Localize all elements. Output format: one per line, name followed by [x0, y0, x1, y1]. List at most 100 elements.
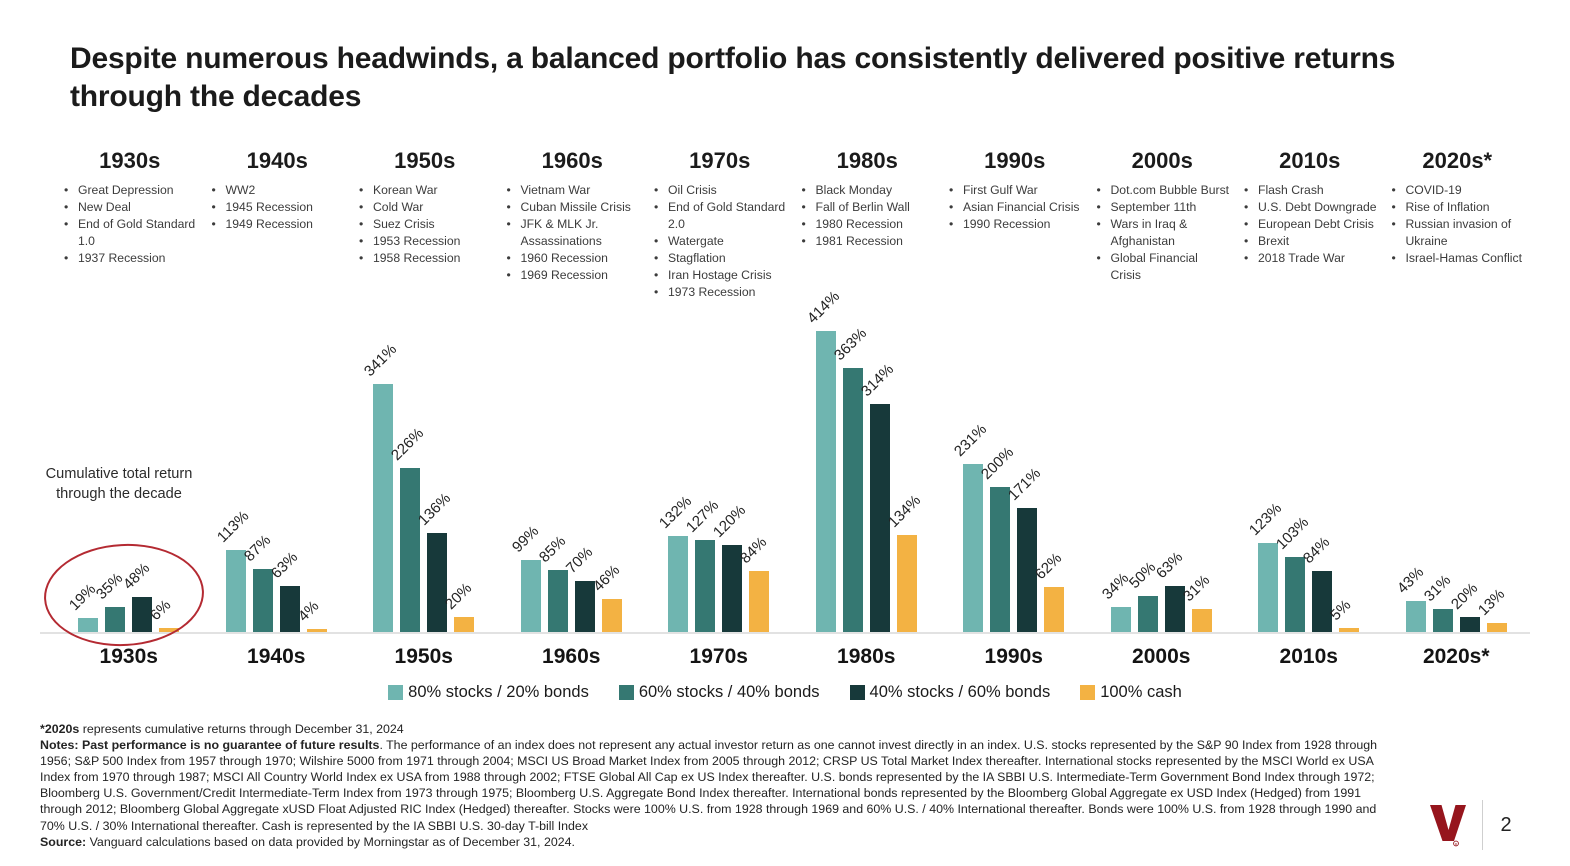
bullet-glyph: • [359, 200, 364, 214]
bar: 226% [388, 425, 427, 632]
bar-value-label: 226% [388, 424, 428, 464]
bullet-glyph: • [654, 285, 659, 299]
legend-swatch [1080, 685, 1096, 700]
event-text: Suez Crisis [373, 217, 435, 231]
event-text: Stagflation [668, 251, 726, 265]
bullet-glyph: • [1391, 217, 1396, 231]
event-item: • Cuban Missile Crisis [505, 199, 641, 216]
decade-column-1990s: 1990s • First Gulf War • Asian Financial Cri… [940, 148, 1088, 301]
chart-group-1950s: 341% 226% 136% 20% [350, 322, 498, 632]
bar: 62% [1032, 550, 1065, 632]
bullet-glyph: • [64, 217, 69, 231]
footnote-segment: Vanguard calculations based on data prov… [86, 834, 575, 849]
chart-group-1980s: 414% 363% 314% 134% [793, 288, 941, 632]
event-text: 1990 Recession [963, 217, 1051, 231]
event-item: • Asian Financial Crisis [947, 199, 1083, 216]
event-text: WW2 [225, 183, 256, 197]
bar-value-label: 231% [951, 420, 991, 461]
footnote-segment: Source: [40, 834, 87, 849]
event-text: 1953 Recession [373, 234, 461, 248]
bar: 200% [978, 443, 1017, 632]
event-item: • Brexit [1242, 233, 1378, 250]
bar: 46% [590, 561, 623, 632]
axis-label-1980s: 1980s [837, 645, 896, 668]
event-text: Iran Hostage Crisis [668, 268, 772, 282]
bar: 20% [442, 580, 475, 632]
bar: 48% [120, 560, 153, 632]
bullet-glyph: • [506, 251, 511, 265]
decade-header-label: 1950s [394, 148, 456, 173]
event-text: JFK & MLK Jr. Assassinations [520, 217, 602, 248]
legend-label: 40% stocks / 60% bonds [869, 683, 1051, 701]
bar-value-label: 341% [361, 340, 401, 381]
decade-headers: 1930s • Great Depression • New Deal • End of G… [55, 148, 1530, 301]
event-item: • 1960 Recession [505, 250, 641, 267]
bar: 134% [885, 491, 924, 632]
bullet-glyph: • [1096, 200, 1101, 214]
event-text: Flash Crash [1258, 183, 1324, 197]
bar: 341% [361, 341, 400, 632]
bar: 4% [295, 598, 327, 632]
bar: 123% [1246, 499, 1285, 632]
bar: 414% [804, 288, 843, 632]
chart-group-2000s: 34% 50% 63% 31% [1088, 322, 1236, 632]
bar: 31% [1421, 572, 1454, 632]
bar: 5% [1327, 597, 1360, 632]
legend-swatch [618, 685, 634, 700]
event-text: Black Monday [815, 183, 893, 197]
footnote-segment: represents cumulative returns through De… [79, 722, 404, 736]
footnote-segment: . The performance of an index does not r… [40, 738, 1378, 833]
bullet-glyph: • [1096, 183, 1101, 197]
decade-column-1940s: 1940s • WW2 • 1945 Recession • 1949 Recession [203, 148, 351, 301]
bullet-glyph: • [64, 200, 69, 214]
axis-label-1950s: 1950s [394, 645, 453, 668]
bar: 34% [1099, 570, 1132, 632]
svg-text:R: R [1455, 842, 1458, 846]
event-text: Wars in Iraq & Afghanistan [1110, 217, 1188, 248]
event-text: Dot.com Bubble Burst [1110, 183, 1230, 197]
bullet-glyph: • [359, 217, 364, 231]
chart-group-1960s: 99% 85% 70% 46% [498, 322, 646, 632]
bullet-glyph: • [506, 268, 511, 282]
bar-value-label: 50% [1125, 558, 1159, 592]
decade-header-label: 1970s [689, 148, 751, 173]
event-text: First Gulf War [963, 183, 1038, 197]
bullet-glyph: • [1244, 217, 1249, 231]
event-item: • 2018 Trade War [1242, 250, 1378, 267]
event-text: Brexit [1258, 234, 1290, 248]
decade-column-2020s*: 2020s* • COVID-19 • Rise of Inflation • Russia… [1383, 148, 1531, 301]
bar: 50% [1126, 558, 1159, 632]
bar: 363% [831, 325, 870, 632]
vanguard-logo: R [1429, 803, 1467, 847]
bullet-glyph: • [211, 200, 216, 214]
bullet-glyph: • [506, 200, 511, 214]
footer: R 2 [1429, 800, 1514, 850]
event-item: • 1990 Recession [947, 216, 1083, 233]
event-text: Cuban Missile Crisis [520, 200, 631, 214]
bar: 63% [1153, 549, 1186, 632]
chart-legend: 80% stocks / 20% bonds 60% stocks / 40% b… [0, 683, 1570, 702]
bar: 20% [1448, 580, 1481, 632]
event-text: Great Depression [78, 183, 174, 197]
chart-group-1990s: 231% 200% 171% 62% [940, 322, 1088, 632]
event-item: • Cold War [357, 199, 493, 216]
bar-value-label: 134% [884, 491, 924, 531]
x-axis-line [40, 632, 1530, 634]
decade-column-2010s: 2010s • Flash Crash • U.S. Debt Downgrade • Eu… [1235, 148, 1383, 301]
bullet-glyph: • [801, 183, 806, 197]
legend-label: 60% stocks / 40% bonds [638, 683, 820, 701]
event-text: End of Gold Standard 2.0 [668, 200, 786, 231]
legend-swatch [849, 685, 865, 700]
event-text: 1949 Recession [225, 217, 313, 231]
decade-column-1960s: 1960s • Vietnam War • Cuban Missile Crisis • J… [498, 148, 646, 301]
event-text: New Deal [78, 200, 131, 214]
bar: 31% [1180, 572, 1213, 632]
event-item: • 1969 Recession [505, 267, 641, 284]
bullet-glyph: • [949, 183, 954, 197]
event-text: 1960 Recession [520, 251, 608, 265]
chart-group-2020s*: 43% 31% 20% 13% [1383, 322, 1531, 632]
event-item: • European Debt Crisis [1242, 216, 1378, 233]
event-item: • WW2 [210, 182, 346, 199]
decade-header-label: 1980s [836, 148, 898, 173]
